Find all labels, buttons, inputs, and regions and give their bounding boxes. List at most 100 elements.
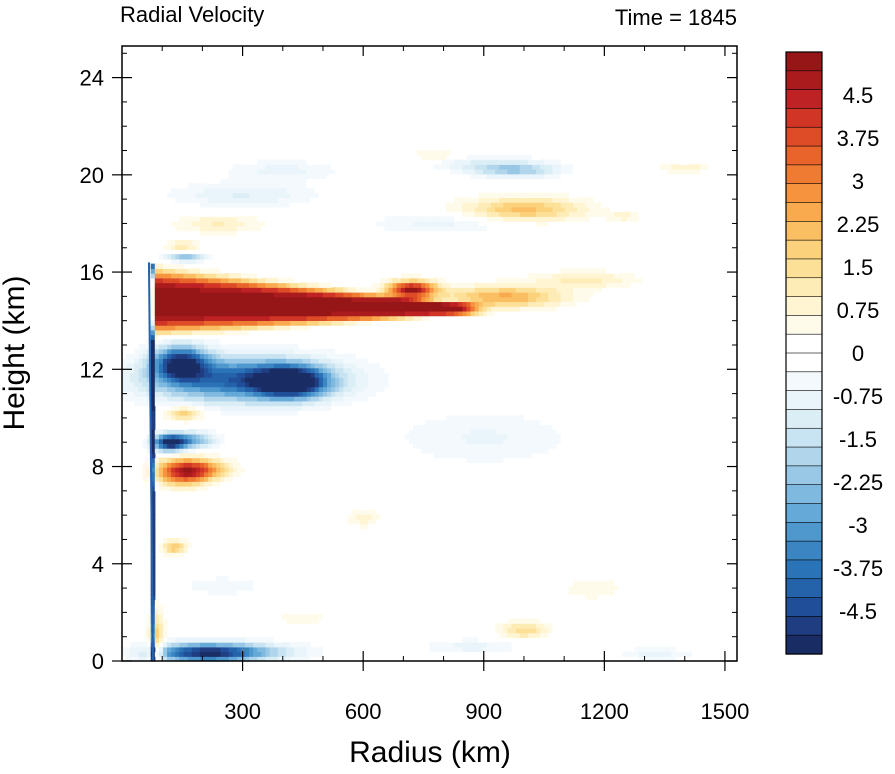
heatmap-cell (183, 386, 189, 392)
heatmap-cell (507, 164, 513, 170)
heatmap-cell (179, 282, 185, 288)
heatmap-cell (679, 169, 685, 175)
heatmap-cell (175, 481, 180, 487)
heatmap-cell (306, 187, 312, 194)
heatmap-cell (318, 296, 324, 303)
heatmap-cell (171, 547, 176, 553)
heatmap-cell (396, 433, 402, 440)
heatmap-cell (421, 315, 426, 321)
heatmap-cell (265, 372, 271, 378)
heatmap-cell (499, 282, 504, 288)
heatmap-cell (163, 377, 168, 383)
heatmap-cell (363, 362, 369, 369)
heatmap-cell (187, 471, 193, 478)
heatmap-cell (122, 396, 127, 402)
heatmap-cell (462, 651, 467, 657)
heatmap-cell (466, 452, 472, 459)
heatmap-cell (306, 386, 312, 392)
heatmap-cell (183, 443, 189, 449)
heatmap-cell (261, 183, 267, 189)
heatmap-cell (199, 211, 205, 217)
heatmap-cell (478, 306, 484, 312)
heatmap-cell (232, 296, 238, 303)
heatmap-cell (548, 452, 554, 459)
heatmap-cell (216, 325, 221, 331)
heatmap-cell (171, 471, 176, 478)
heatmap-cell (306, 192, 312, 198)
heatmap-cell (482, 197, 488, 203)
heatmap-cell (298, 651, 303, 657)
heatmap-cell (249, 585, 254, 591)
heatmap-cell (150, 509, 156, 515)
heatmap-cell (204, 310, 209, 317)
heatmap-cell (445, 443, 451, 449)
heatmap-cell (183, 419, 189, 426)
heatmap-cell (372, 296, 377, 303)
heatmap-cell (544, 277, 549, 284)
heatmap-cell (491, 225, 496, 232)
heatmap-cell (560, 282, 566, 288)
heatmap-cell (314, 282, 320, 288)
heatmap-cell (183, 320, 189, 326)
heatmap-cell (614, 282, 619, 288)
heatmap-cell (224, 405, 230, 411)
heatmap-cell (273, 325, 279, 331)
heatmap-cell (220, 580, 226, 586)
heatmap-cell (191, 329, 197, 336)
heatmap-cell (191, 457, 197, 463)
heatmap-cell (376, 372, 381, 378)
heatmap-cell (544, 429, 549, 435)
heatmap-cell (605, 268, 611, 274)
heatmap-cell (195, 467, 201, 473)
heatmap-cell (245, 367, 250, 374)
heatmap-cell (224, 471, 230, 478)
heatmap-cell (552, 443, 558, 449)
heatmap-cell (257, 405, 262, 411)
heatmap-cell (433, 415, 439, 421)
heatmap-cell (216, 320, 221, 326)
heatmap-cell (540, 287, 545, 293)
heatmap-cell (310, 310, 316, 317)
heatmap-cell (343, 315, 349, 321)
heatmap-cell (503, 192, 508, 198)
heatmap-cell (216, 306, 221, 312)
heatmap-cell (183, 476, 189, 482)
heatmap-cell (335, 377, 340, 383)
heatmap-cell (585, 580, 590, 586)
heatmap-cell (236, 296, 242, 303)
heatmap-cell (519, 192, 525, 198)
heatmap-cell (540, 452, 545, 459)
heatmap-cell (413, 221, 418, 227)
heatmap-cell (146, 443, 152, 449)
heatmap-cell (458, 211, 463, 217)
heatmap-cell (351, 381, 357, 388)
heatmap-cell (191, 367, 197, 374)
heatmap-cell (507, 410, 513, 416)
heatmap-cell (470, 443, 476, 449)
heatmap-cell (130, 372, 135, 378)
heatmap-cell (183, 452, 189, 459)
heatmap-cell (322, 282, 328, 288)
heatmap-cell (400, 433, 406, 440)
heatmap-cell (540, 192, 545, 198)
heatmap-cell (158, 656, 164, 662)
heatmap-cell (286, 613, 291, 620)
heatmap-cell (474, 419, 480, 426)
heatmap-cell (589, 268, 595, 274)
heatmap-cell (392, 282, 398, 288)
heatmap-cell (277, 296, 283, 303)
heatmap-cell (171, 424, 176, 430)
heatmap-cell (413, 310, 418, 317)
heatmap-cell (212, 467, 217, 473)
heatmap-cell (158, 627, 164, 634)
heatmap-cell (191, 415, 197, 421)
heatmap-cell (281, 292, 287, 298)
heatmap-cell (482, 169, 488, 175)
heatmap-cell (199, 277, 205, 284)
heatmap-cell (417, 277, 422, 284)
heatmap-cell (417, 296, 422, 303)
heatmap-cell (187, 239, 193, 246)
heatmap-cell (191, 467, 197, 473)
heatmap-cell (171, 197, 176, 203)
heatmap-cell (277, 325, 283, 331)
